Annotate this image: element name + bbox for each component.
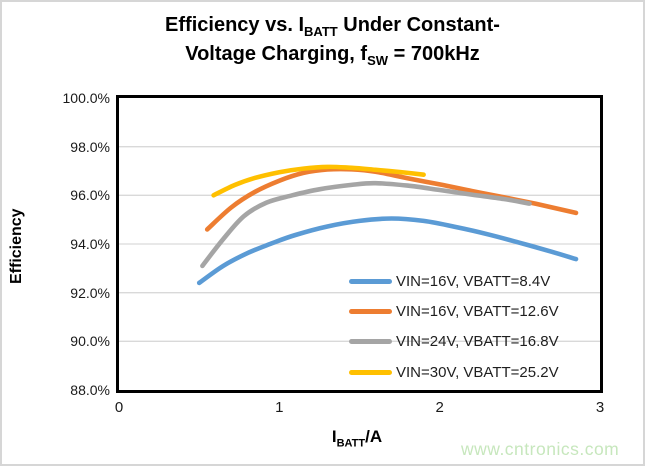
legend-label: VIN=24V, VBATT=16.8V (396, 333, 559, 351)
plot-svg (119, 146, 600, 342)
chart-title-line1: Efficiency vs. IBATT Under Constant- (20, 11, 643, 40)
legend-item: VIN=30V, VBATT=25.2V (349, 357, 559, 387)
series-line-2 (200, 180, 532, 269)
title-text: Under Constant- (337, 14, 500, 36)
y-tick-label: 90.0% (70, 333, 110, 350)
y-tick-label: 96.0% (70, 187, 110, 204)
legend: VIN=16V, VBATT=8.4V VIN=16V, VBATT=12.6V V… (349, 266, 559, 387)
legend-label: VIN=30V, VBATT=25.2V (396, 363, 559, 381)
y-tick-label: 94.0% (70, 236, 110, 252)
y-tick-label: 92.0% (70, 284, 110, 301)
legend-line-swatch (349, 278, 392, 284)
legend-item: VIN=24V, VBATT=16.8V (349, 327, 559, 357)
x-axis-title-text: /A (365, 427, 383, 446)
x-tick-label: 1 (275, 399, 284, 416)
series-line-0 (196, 216, 579, 286)
x-axis-title-text: I (331, 427, 337, 446)
series-line-3 (211, 164, 426, 198)
chart-title-line2: Voltage Charging, fSW = 700kHz (20, 40, 643, 69)
legend-line-swatch (349, 339, 392, 345)
plot-area: VIN=16V, VBATT=8.4V VIN=16V, VBATT=12.6V V… (116, 95, 603, 393)
legend-label: VIN=16V, VBATT=8.4V (396, 272, 551, 290)
legend-line-swatch (349, 308, 392, 314)
title-text: = 700kHz (388, 43, 480, 65)
x-axis-title-subscript: BATT (336, 437, 366, 450)
x-axis-title: IBATT/A (257, 427, 457, 450)
x-tick-label: 0 (114, 399, 124, 416)
legend-label: VIN=16V, VBATT=12.6V (396, 302, 559, 320)
x-tick-label: 2 (435, 399, 444, 416)
watermark: www.cntronics.com (461, 439, 620, 459)
y-tick-label: 100.0% (62, 90, 110, 106)
title-subscript-batt: BATT (304, 24, 338, 39)
title-text: Efficiency vs. I (165, 14, 305, 36)
legend-line-swatch (349, 369, 392, 375)
y-tick-label: 88.0% (70, 382, 110, 398)
title-text: Voltage Charging, f (185, 43, 368, 65)
legend-item: VIN=16V, VBATT=12.6V (349, 296, 559, 326)
title-subscript-sw: SW (367, 53, 389, 68)
y-tick-label: 98.0% (70, 138, 110, 155)
legend-item: VIN=16V, VBATT=8.4V (349, 266, 559, 296)
x-tick-label: 3 (595, 399, 605, 416)
chart-title: Efficiency vs. IBATT Under Constant- Vol… (20, 11, 643, 69)
